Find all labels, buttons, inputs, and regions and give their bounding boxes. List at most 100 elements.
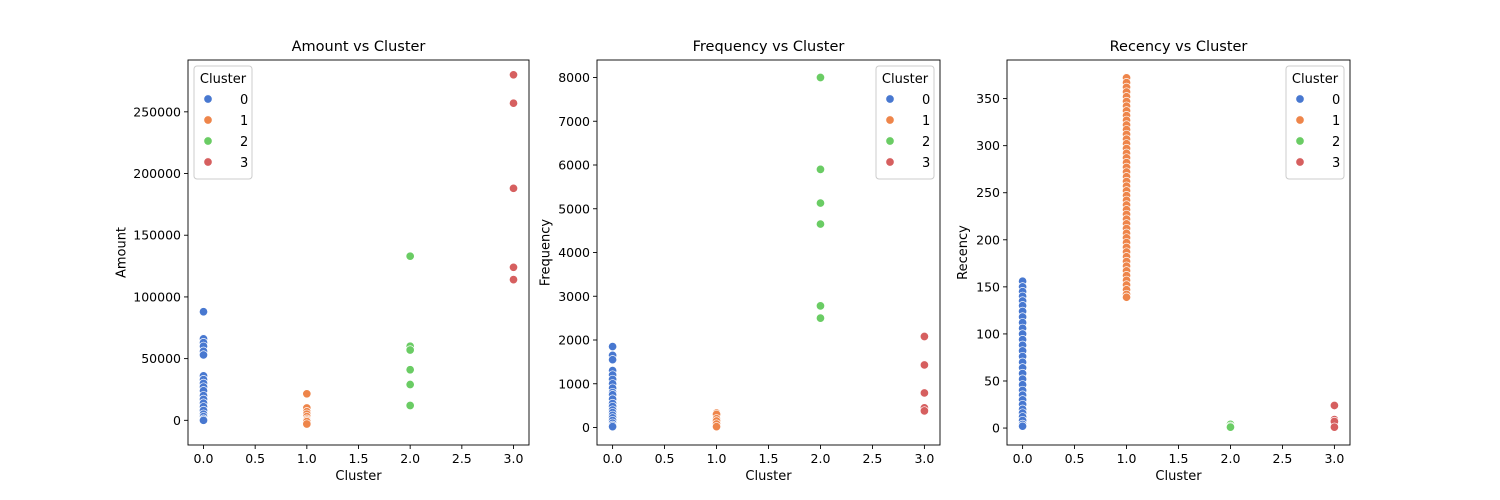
x-tick-label: 1.0 — [1117, 451, 1137, 466]
y-tick-label: 150000 — [133, 228, 181, 243]
data-point-cluster-2 — [815, 301, 826, 311]
data-point-cluster-3 — [919, 360, 929, 370]
x-tick-label: 1.5 — [1169, 451, 1189, 466]
y-tick-label: 50 — [984, 373, 1000, 388]
legend-marker-cluster-2 — [203, 136, 213, 146]
chart-panel-2: Recency vs Cluster 0.0 0.5 1.0 1.5 2.0 2.5 3.0 C… — [956, 39, 1351, 484]
data-point-cluster-2 — [815, 198, 826, 208]
legend-label: 3 — [240, 156, 248, 171]
legend: Cluster 0 1 2 3 — [193, 65, 253, 180]
legend-label: 1 — [922, 114, 930, 129]
y-tick-label: 4000 — [558, 245, 590, 260]
x-tick-label: 0.0 — [194, 451, 214, 466]
y-axis: 0 50 100 150 200 250 300 350 Recency — [956, 91, 1007, 436]
legend-marker-cluster-1 — [885, 115, 895, 125]
legend-box — [1285, 65, 1345, 180]
x-axis-label: Cluster — [745, 469, 792, 484]
y-tick-label: 200 — [976, 232, 1000, 247]
y-tick-label: 8000 — [558, 70, 590, 85]
data-point-cluster-2 — [815, 219, 826, 229]
chart-panel-0: Amount vs Cluster 0.0 0.5 1.0 1.5 2.0 2.5 3.0 Cl… — [114, 39, 530, 484]
data-point-cluster-3 — [508, 70, 519, 80]
legend-marker-cluster-3 — [1295, 157, 1305, 167]
data-point-cluster-0 — [608, 342, 618, 352]
data-point-cluster-3 — [508, 98, 519, 108]
y-tick-label: 250000 — [133, 104, 181, 119]
data-point-cluster-3 — [508, 183, 519, 193]
x-tick-label: 0.5 — [655, 451, 675, 466]
chart-title: Amount vs Cluster — [292, 39, 426, 55]
x-tick-label: 2.5 — [1272, 451, 1292, 466]
y-tick-label: 7000 — [558, 114, 590, 129]
data-point-cluster-3 — [508, 262, 519, 272]
y-axis-label: Amount — [114, 227, 129, 278]
legend-title: Cluster — [1292, 72, 1339, 87]
y-tick-label: 50000 — [141, 351, 181, 366]
data-point-cluster-0 — [198, 350, 209, 360]
data-point-cluster-0 — [198, 415, 209, 425]
x-tick-label: 2.0 — [400, 451, 420, 466]
chart-panel-1: Frequency vs Cluster 0.0 0.5 1.0 1.5 2.0 2.5 3.… — [539, 39, 941, 484]
legend-marker-cluster-3 — [203, 157, 213, 167]
y-tick-label: 300 — [976, 138, 1000, 153]
x-tick-label: 0.5 — [245, 451, 265, 466]
legend: Cluster 0 1 2 3 — [875, 65, 935, 180]
y-tick-label: 1000 — [558, 376, 590, 391]
legend-marker-cluster-0 — [885, 94, 895, 104]
x-tick-label: 1.5 — [759, 451, 779, 466]
y-axis: 0 1000 2000 3000 4000 5000 6000 7000 8000 Frequen… — [539, 70, 597, 435]
data-point-cluster-2 — [815, 164, 826, 174]
x-tick-label: 2.0 — [1221, 451, 1241, 466]
data-point-cluster-3 — [508, 275, 519, 285]
data-points — [198, 70, 519, 429]
y-tick-label: 100 — [976, 326, 1000, 341]
y-tick-label: 350 — [976, 91, 1000, 106]
data-point-cluster-2 — [405, 365, 415, 375]
x-axis: 0.0 0.5 1.0 1.5 2.0 2.5 3.0 Cluster — [1013, 445, 1344, 484]
data-point-cluster-1 — [1121, 292, 1132, 302]
legend-title: Cluster — [200, 72, 247, 87]
data-point-cluster-3 — [1329, 422, 1339, 432]
data-point-cluster-2 — [405, 400, 415, 411]
legend-label: 0 — [1332, 93, 1340, 108]
x-tick-label: 1.0 — [297, 451, 317, 466]
x-tick-label: 2.5 — [862, 451, 882, 466]
x-tick-label: 1.0 — [707, 451, 727, 466]
y-axis-label: Recency — [956, 225, 971, 280]
legend-marker-cluster-2 — [1295, 136, 1305, 146]
x-tick-label: 3.0 — [914, 451, 934, 466]
y-tick-label: 150 — [976, 279, 1000, 294]
y-tick-label: 3000 — [558, 289, 590, 304]
y-tick-label: 2000 — [558, 333, 590, 348]
x-axis-label: Cluster — [1155, 469, 1202, 484]
data-point-cluster-3 — [1329, 400, 1339, 411]
data-point-cluster-1 — [711, 422, 722, 432]
y-tick-label: 0 — [173, 413, 181, 428]
data-point-cluster-2 — [815, 72, 826, 83]
legend-marker-cluster-0 — [203, 94, 213, 104]
x-tick-label: 2.0 — [811, 451, 831, 466]
legend-label: 2 — [922, 135, 930, 150]
legend-marker-cluster-1 — [1295, 115, 1305, 125]
legend-label: 0 — [240, 93, 248, 108]
data-point-cluster-2 — [1225, 422, 1236, 432]
legend-label: 2 — [240, 135, 248, 150]
legend-label: 2 — [1332, 135, 1340, 150]
legend-box — [875, 65, 935, 180]
data-points — [608, 72, 929, 432]
y-tick-label: 100000 — [133, 289, 181, 304]
data-points — [1018, 73, 1339, 432]
legend-label: 3 — [1332, 156, 1340, 171]
y-tick-label: 6000 — [558, 158, 590, 173]
chart-title: Frequency vs Cluster — [693, 39, 845, 55]
y-tick-label: 250 — [976, 185, 1000, 200]
y-tick-label: 0 — [582, 420, 590, 435]
x-tick-label: 2.5 — [452, 451, 472, 466]
x-tick-label: 0.0 — [1013, 451, 1033, 466]
x-tick-label: 3.0 — [504, 451, 524, 466]
y-axis: 0 50000 100000 150000 200000 250000 Amount — [114, 104, 188, 428]
data-point-cluster-2 — [405, 251, 415, 261]
legend-marker-cluster-2 — [885, 136, 895, 146]
data-point-cluster-3 — [919, 331, 929, 342]
